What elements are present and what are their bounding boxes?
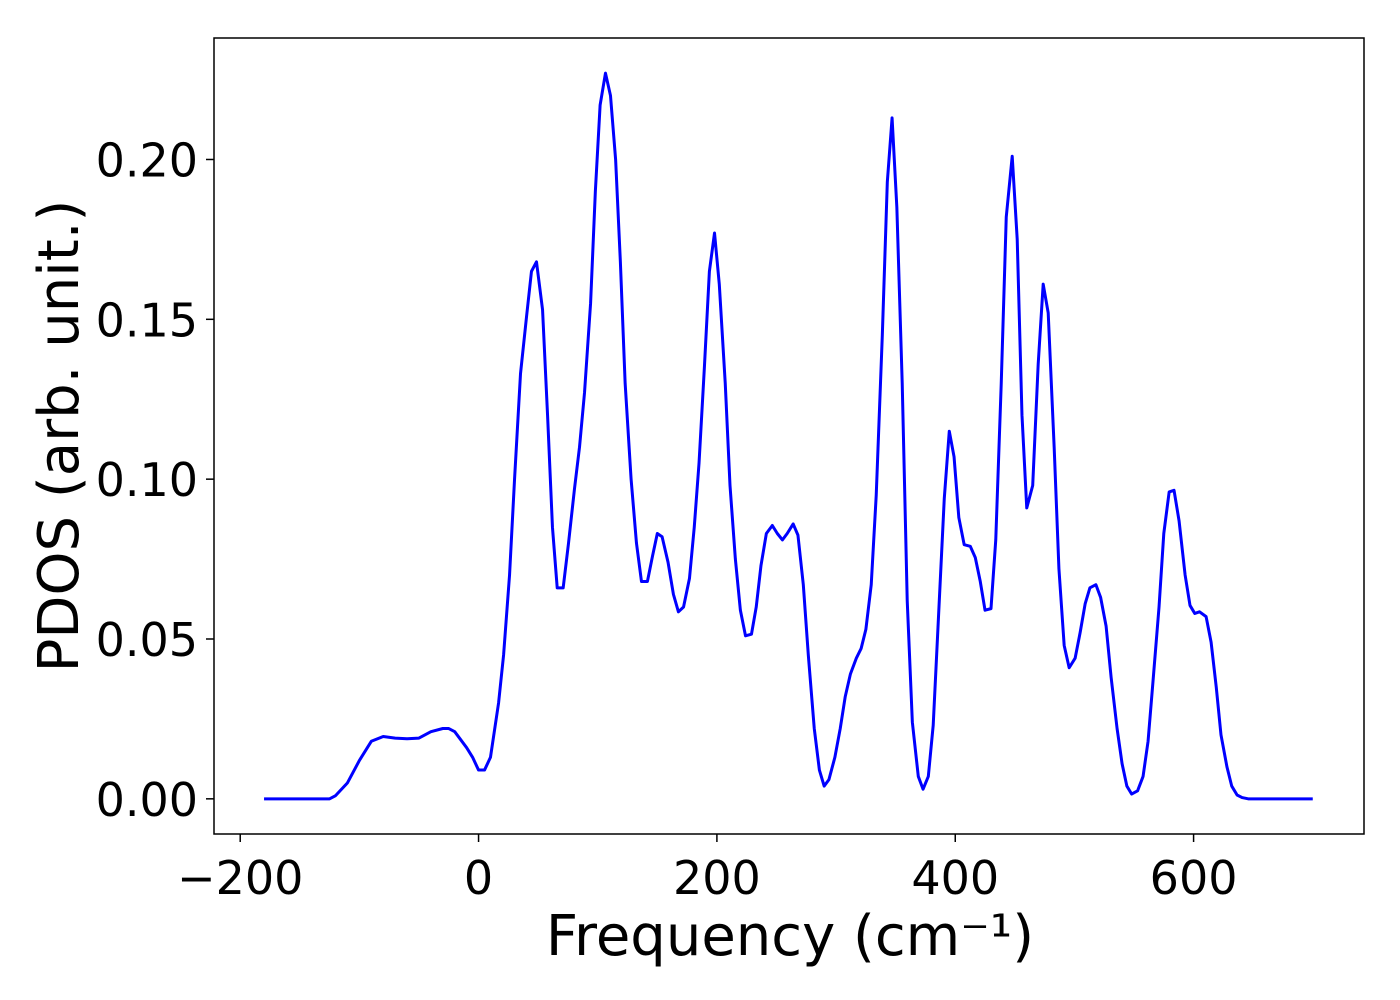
x-tick-label: 600 [1150,851,1238,905]
x-tick-label: −200 [177,851,303,905]
y-tick-label: 0.15 [96,293,198,347]
y-tick-label: 0.10 [96,453,198,507]
y-tick-label: 0.20 [96,133,198,187]
plot-frame [213,37,1365,835]
x-tick-label: 200 [673,851,761,905]
y-tick-label: 0.05 [96,613,198,667]
x-axis-label: Frequency (cm⁻¹) [546,904,1034,969]
x-tick-label: 0 [464,851,493,905]
x-tick-label: 400 [911,851,999,905]
y-axis-label: PDOS (arb. unit.) [27,200,92,673]
y-tick-label: 0.00 [96,773,198,827]
pdos-line [264,71,1313,801]
